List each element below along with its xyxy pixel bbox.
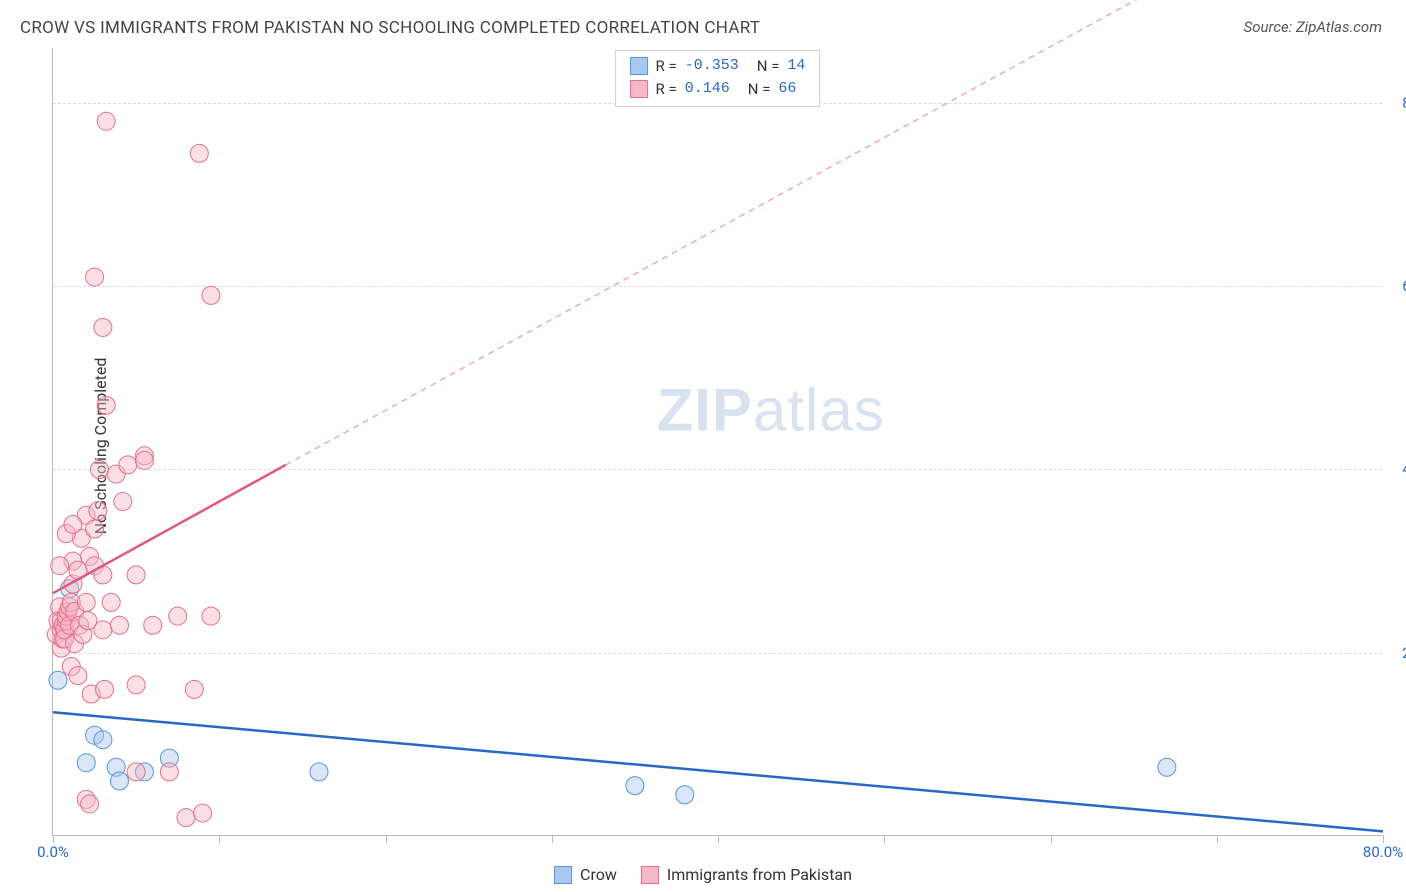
- y-tick-label: 8.0%: [1402, 94, 1406, 112]
- data-point-pakistan: [91, 460, 109, 478]
- data-point-pakistan: [114, 493, 132, 511]
- y-tick-label: 2.0%: [1402, 644, 1406, 662]
- x-axis-tick: [219, 835, 220, 843]
- x-axis-tick: [53, 835, 54, 843]
- data-point-pakistan: [169, 607, 187, 625]
- chart-title: CROW VS IMMIGRANTS FROM PAKISTAN NO SCHO…: [20, 18, 760, 38]
- data-point-crow: [49, 671, 67, 689]
- data-point-crow: [1158, 758, 1176, 776]
- legend-n-value: 66: [778, 78, 796, 101]
- y-tick-label: 4.0%: [1402, 460, 1406, 478]
- legend-r-value: -0.353: [685, 55, 739, 78]
- data-point-pakistan: [69, 667, 87, 685]
- data-point-pakistan: [111, 616, 129, 634]
- data-point-pakistan: [177, 809, 195, 827]
- data-point-pakistan: [64, 515, 82, 533]
- stats-legend-row: R = -0.353 N = 14: [630, 55, 806, 78]
- data-point-pakistan: [144, 616, 162, 634]
- data-point-pakistan: [194, 804, 212, 822]
- bottom-legend-label: Crow: [580, 865, 617, 884]
- bottom-legend-label: Immigrants from Pakistan: [667, 865, 852, 884]
- data-point-pakistan: [86, 268, 104, 286]
- data-point-pakistan: [127, 763, 145, 781]
- data-point-pakistan: [94, 318, 112, 336]
- legend-n-label: N =: [757, 55, 780, 78]
- legend-r-label: R =: [656, 55, 677, 78]
- legend-r-value: 0.146: [685, 78, 730, 101]
- bottom-legend-item: Immigrants from Pakistan: [641, 865, 852, 884]
- x-axis-tick: [1217, 835, 1218, 843]
- x-axis-tick: [884, 835, 885, 843]
- legend-r-label: R =: [656, 78, 677, 101]
- data-point-pakistan: [89, 502, 107, 520]
- legend-swatch-icon: [554, 866, 572, 884]
- data-point-crow: [676, 786, 694, 804]
- source-attribution: Source: ZipAtlas.com: [1244, 18, 1382, 36]
- data-point-pakistan: [135, 451, 153, 469]
- x-axis-tick: [1051, 835, 1052, 843]
- plot-area: R =-0.353N =14R = 0.146N =66 ZIPatlas 2.…: [52, 48, 1382, 836]
- data-point-pakistan: [77, 593, 95, 611]
- x-axis-tick: [386, 835, 387, 843]
- trend-line-crow: [53, 712, 1383, 831]
- x-tick-label-max: 80.0%: [1363, 843, 1403, 861]
- data-point-pakistan: [97, 112, 115, 130]
- trend-line-dash-pakistan: [286, 0, 1383, 465]
- data-point-pakistan: [94, 621, 112, 639]
- bottom-legend-item: Crow: [554, 865, 617, 884]
- stats-legend: R =-0.353N =14R = 0.146N =66: [615, 50, 821, 107]
- y-tick-label: 6.0%: [1402, 277, 1406, 295]
- scatter-plot-svg: [53, 48, 1382, 835]
- data-point-crow: [94, 731, 112, 749]
- data-point-pakistan: [119, 456, 137, 474]
- data-point-crow: [310, 763, 328, 781]
- legend-n-label: N =: [748, 78, 771, 101]
- data-point-pakistan: [185, 680, 203, 698]
- data-point-pakistan: [97, 396, 115, 414]
- data-point-crow: [626, 777, 644, 795]
- data-point-pakistan: [96, 680, 114, 698]
- bottom-legend: Crow Immigrants from Pakistan: [554, 865, 852, 884]
- data-point-pakistan: [127, 676, 145, 694]
- legend-n-value: 14: [787, 55, 805, 78]
- data-point-pakistan: [127, 566, 145, 584]
- data-point-pakistan: [102, 593, 120, 611]
- data-point-crow: [111, 772, 129, 790]
- data-point-pakistan: [81, 795, 99, 813]
- data-point-pakistan: [51, 557, 69, 575]
- data-point-pakistan: [202, 286, 220, 304]
- data-point-pakistan: [202, 607, 220, 625]
- x-axis-tick: [1383, 835, 1384, 843]
- legend-swatch-icon: [641, 866, 659, 884]
- data-point-pakistan: [86, 520, 104, 538]
- legend-swatch-icon: [630, 57, 648, 75]
- data-point-crow: [77, 754, 95, 772]
- stats-legend-row: R = 0.146 N = 66: [630, 78, 806, 101]
- legend-swatch-icon: [630, 80, 648, 98]
- data-point-pakistan: [160, 763, 178, 781]
- data-point-pakistan: [190, 144, 208, 162]
- x-tick-label-min: 0.0%: [37, 843, 69, 861]
- x-axis-tick: [552, 835, 553, 843]
- x-axis-tick: [718, 835, 719, 843]
